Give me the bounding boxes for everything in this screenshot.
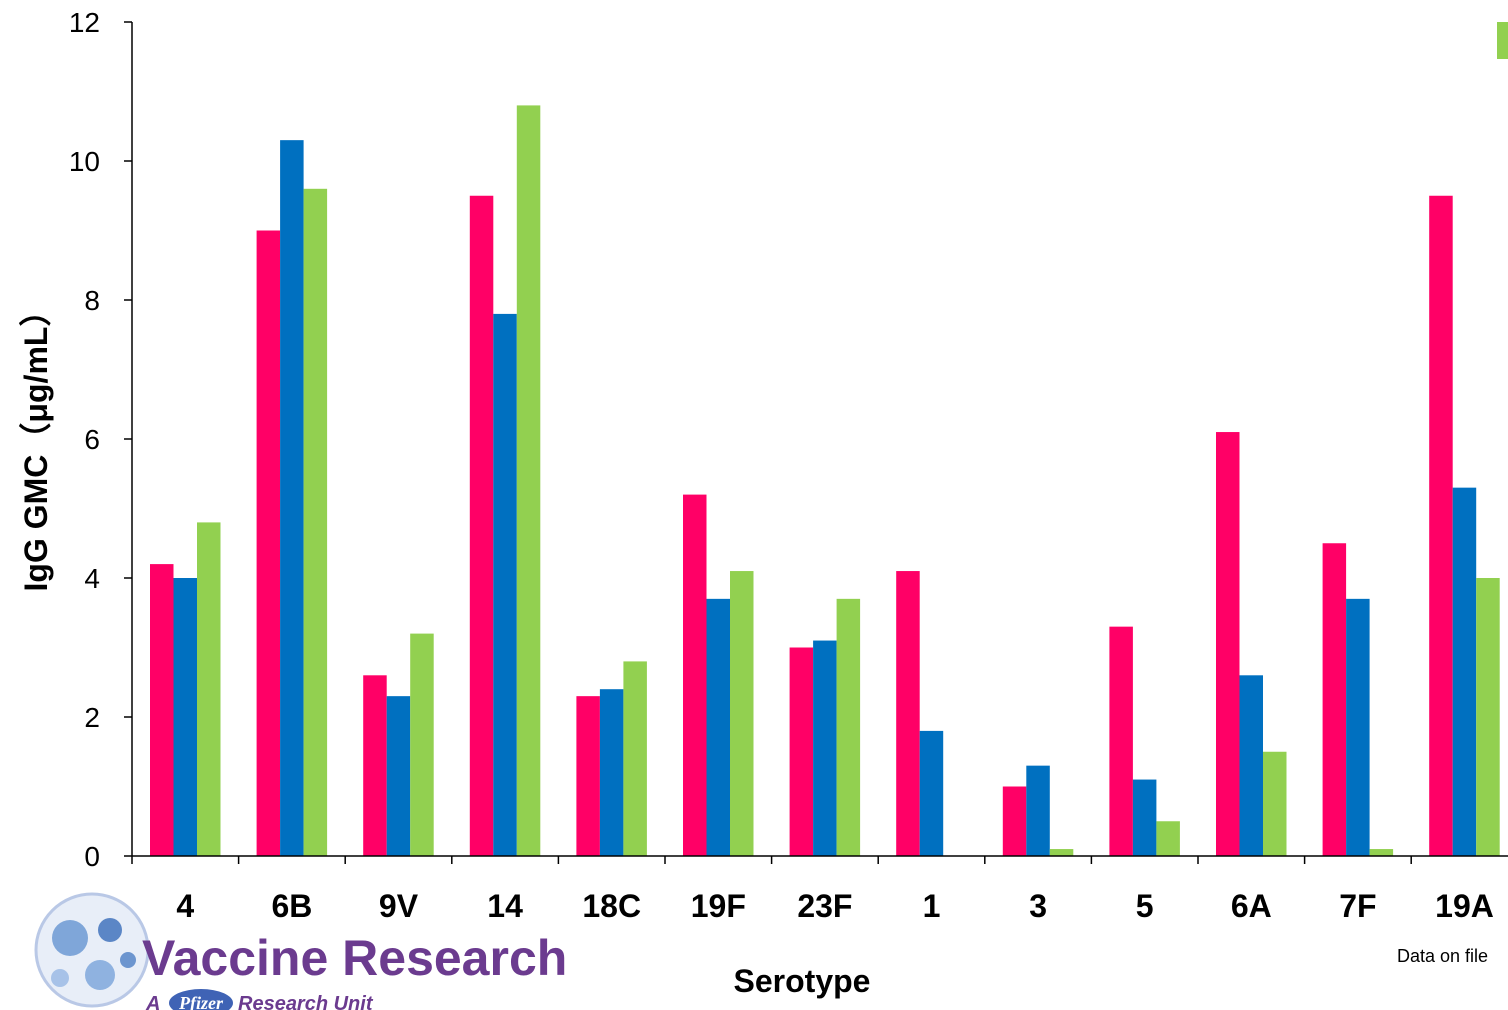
bar-1-s1 (896, 571, 920, 856)
bar-6B-s1 (256, 230, 281, 856)
y-tick-label: 10 (69, 146, 100, 177)
y-tick-label: 4 (84, 563, 100, 594)
bar-7F-s2 (1346, 598, 1370, 856)
category-label: 6B (271, 888, 312, 924)
virus-particle-icon (98, 918, 122, 942)
bar-18C-s2 (599, 689, 624, 856)
category-label: 9V (379, 888, 419, 924)
pfizer-brand-text: Pfizer (178, 993, 224, 1010)
bar-9V-s3 (410, 633, 434, 856)
y-tick-label: 12 (69, 7, 100, 38)
bar-4-s1 (150, 564, 174, 856)
bar-3-s2 (1026, 765, 1050, 856)
bar-19F-s3 (730, 571, 754, 856)
category-label: 7F (1339, 888, 1376, 924)
bar-3-s1 (1002, 786, 1027, 856)
vaccine-research-logo: Vaccine Research A Pfizer Research Unit (34, 892, 567, 1010)
legend-swatch (1497, 22, 1508, 59)
category-label: 19A (1435, 888, 1494, 924)
category-label: 3 (1029, 888, 1047, 924)
bar-19F-s2 (706, 598, 730, 856)
category-label: 19F (691, 888, 746, 924)
logo-prefix: A (145, 993, 160, 1010)
bar-19A-s1 (1429, 195, 1453, 856)
bar-9V-s1 (363, 675, 387, 856)
bar-6B-s3 (303, 188, 328, 857)
y-tick-label: 8 (84, 285, 100, 316)
virus-particle-icon (85, 960, 115, 990)
category-label: 23F (797, 888, 852, 924)
category-label: 4 (176, 888, 194, 924)
bar-5-s3 (1156, 821, 1180, 856)
bar-6A-s3 (1263, 751, 1287, 856)
bar-7F-s3 (1369, 849, 1394, 856)
bar-19A-s2 (1452, 487, 1477, 856)
bars-group (150, 105, 1500, 857)
bar-18C-s3 (623, 661, 647, 856)
bar-5-s1 (1109, 626, 1133, 856)
category-label: 6A (1231, 888, 1272, 924)
pfizer-logo-icon (169, 989, 233, 1010)
category-labels-group: 4 6B 9V 14 18C 19F 23F 1 3 5 6A 7F 19A (176, 888, 1493, 924)
logo-suffix: Research Unit (238, 993, 374, 1010)
category-label: 14 (487, 888, 523, 924)
x-axis-title: Serotype (734, 963, 871, 999)
bar-14-s2 (493, 313, 517, 856)
virus-globe-icon (34, 892, 150, 1008)
logo-title: Vaccine Research (142, 930, 567, 986)
footnote: Data on file (1397, 946, 1488, 966)
virus-particle-icon (52, 920, 88, 956)
y-tick-label: 6 (84, 424, 100, 455)
bar-18C-s1 (576, 696, 600, 856)
bar-23F-s3 (836, 598, 861, 856)
y-tick-label: 0 (84, 841, 100, 872)
category-label: 1 (923, 888, 941, 924)
x-ticks-group (131, 856, 1412, 864)
category-label: 5 (1136, 888, 1154, 924)
bar-6A-s1 (1216, 432, 1240, 856)
bar-3-s3 (1049, 849, 1074, 856)
virus-particle-icon (51, 969, 69, 987)
bar-14-s1 (469, 195, 494, 856)
y-axis-title: IgG GMC（μg/mL） (18, 295, 54, 592)
bar-6A-s2 (1239, 675, 1263, 856)
bar-7F-s1 (1322, 543, 1347, 856)
bar-4-s2 (173, 578, 197, 856)
bar-1-s2 (919, 730, 944, 856)
bar-4-s3 (197, 522, 221, 856)
bar-23F-s2 (813, 640, 837, 856)
virus-particle-icon (120, 952, 136, 968)
bar-23F-s1 (789, 647, 814, 856)
y-tick-label: 2 (84, 702, 100, 733)
bar-19A-s3 (1476, 578, 1500, 856)
category-label: 18C (582, 888, 641, 924)
bar-5-s2 (1132, 779, 1157, 856)
y-ticks-group: 0 2 4 6 8 10 12 (69, 7, 132, 872)
bar-9V-s2 (386, 696, 411, 856)
bar-19F-s1 (683, 494, 707, 856)
bar-14-s3 (516, 105, 541, 856)
bar-6B-s2 (280, 140, 304, 856)
